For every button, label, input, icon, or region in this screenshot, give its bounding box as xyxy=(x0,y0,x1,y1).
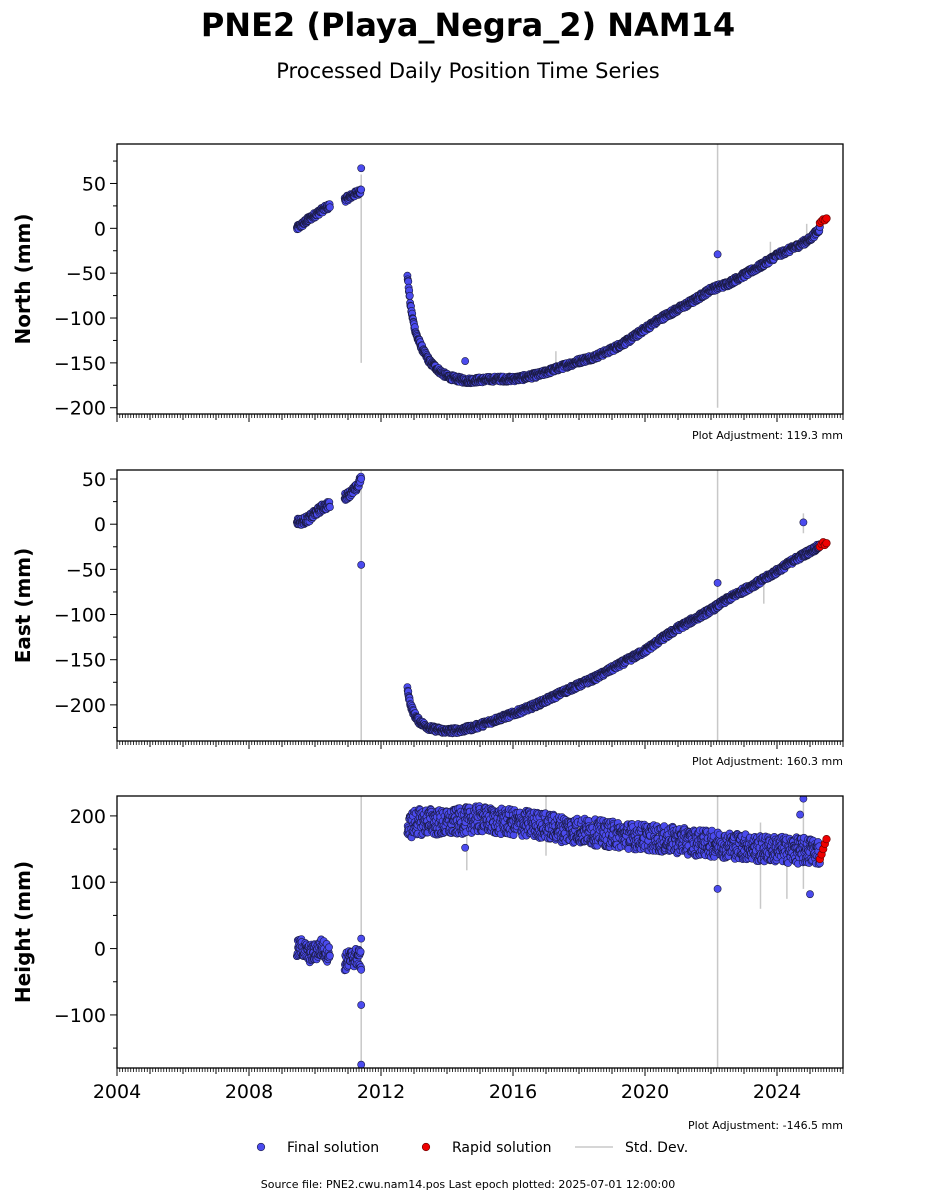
final-point-outlier xyxy=(461,357,470,365)
final-point xyxy=(356,947,365,956)
final-point xyxy=(325,943,333,952)
final-point xyxy=(357,474,366,483)
final-point-outlier xyxy=(713,250,722,259)
panels: 50 0 −50 −100 −150 −200 North (mm) Plot Adjustm… xyxy=(11,143,844,1132)
final-points xyxy=(292,472,831,738)
plot-adjustment: Plot Adjustment: 160.3 mm xyxy=(692,755,843,768)
final-point xyxy=(325,951,334,960)
y-tick-label: 50 xyxy=(82,173,106,195)
y-tick-label: −50 xyxy=(66,559,106,581)
final-point xyxy=(325,503,334,511)
final-point xyxy=(405,291,414,300)
panel-north: 50 0 −50 −100 −150 −200 North (mm) Plot Adjustm… xyxy=(11,143,844,442)
panel-east: 50 0 −50 −100 −150 −200 East (mm) Plot Adjustme… xyxy=(11,469,844,768)
final-point-outlier xyxy=(357,560,366,569)
final-point-outlier xyxy=(357,164,366,173)
final-point xyxy=(357,965,366,974)
final-points xyxy=(292,796,831,1068)
y-tick-label: 0 xyxy=(94,218,106,240)
std-dev-bars xyxy=(360,470,805,741)
y-tick-label: −100 xyxy=(54,308,106,330)
y-tick-label: −200 xyxy=(54,398,106,420)
chart-title: PNE2 (Playa_Negra_2) NAM14 xyxy=(201,6,735,44)
y-tick-label: −100 xyxy=(54,605,106,627)
final-point xyxy=(325,203,334,212)
plot-adjustment: Plot Adjustment: 119.3 mm xyxy=(692,429,843,442)
panel-frame xyxy=(116,469,844,742)
final-points xyxy=(292,164,831,388)
final-point-outlier xyxy=(799,518,808,527)
y-tick-label: −150 xyxy=(54,650,106,672)
y-tick-label: −150 xyxy=(54,353,106,375)
y-tick-label: −50 xyxy=(66,263,106,285)
y-tick-label: 50 xyxy=(82,469,106,491)
y-tick-label: 0 xyxy=(94,514,106,536)
chart-subtitle: Processed Daily Position Time Series xyxy=(276,59,660,83)
rapid-point xyxy=(822,214,831,223)
final-point-outlier xyxy=(713,579,722,587)
y-axis-label: North (mm) xyxy=(11,213,35,344)
final-point xyxy=(357,185,366,194)
rapid-point xyxy=(822,539,831,548)
y-axis-label: East (mm) xyxy=(11,548,35,664)
y-tick-label: −200 xyxy=(54,695,106,717)
